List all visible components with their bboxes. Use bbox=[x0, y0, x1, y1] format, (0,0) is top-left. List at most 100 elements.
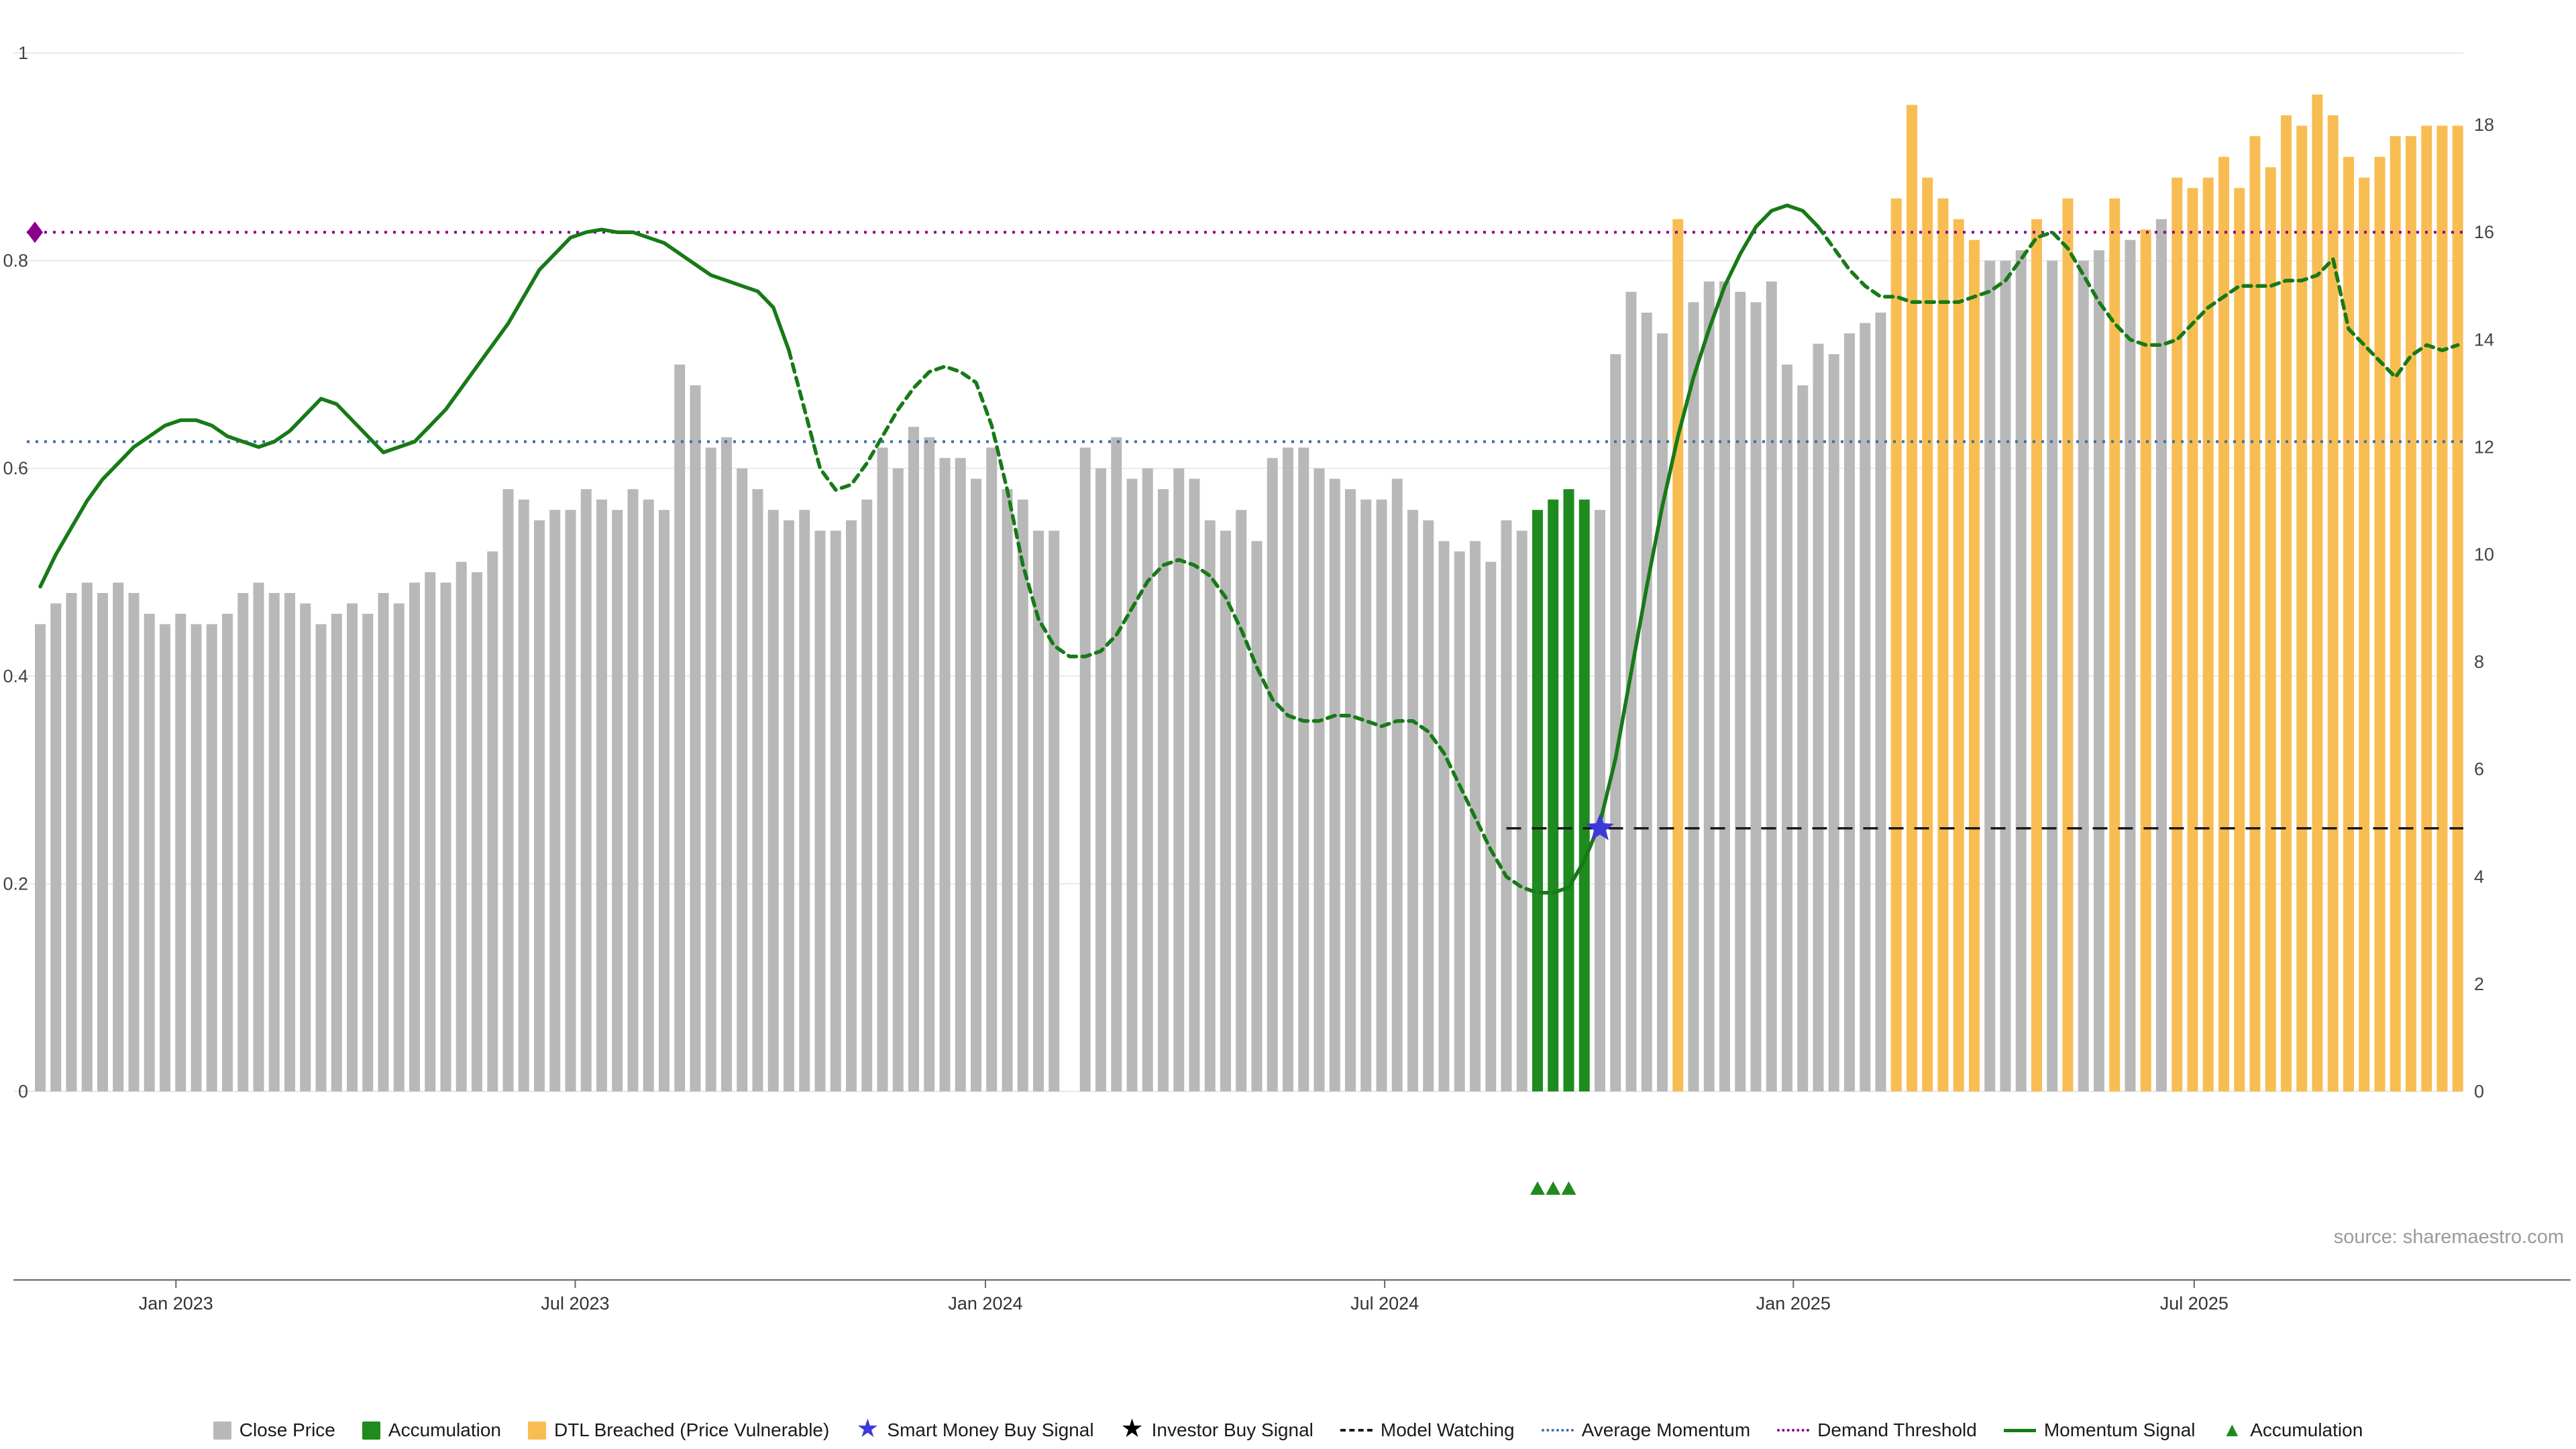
close-price-bar bbox=[1595, 510, 1605, 1091]
legend-item-model-watching: Model Watching bbox=[1340, 1419, 1515, 1441]
legend-item-close-price: Close Price bbox=[213, 1419, 335, 1441]
close-price-bar bbox=[191, 624, 202, 1091]
close-price-bar bbox=[2015, 250, 2027, 1091]
right-axis-tick-label: 16 bbox=[2474, 222, 2494, 242]
close-price-bar bbox=[674, 364, 686, 1091]
close-price-bar bbox=[2047, 260, 2058, 1092]
close-price-bar bbox=[2094, 250, 2104, 1091]
close-price-bar bbox=[705, 447, 716, 1091]
legend-label: Accumulation bbox=[2250, 1419, 2363, 1440]
dtl-breached-bar bbox=[2265, 167, 2276, 1091]
dtl-breached-bar bbox=[2062, 198, 2074, 1092]
close-price-bar bbox=[565, 510, 576, 1091]
right-axis-tick-label: 12 bbox=[2474, 437, 2494, 457]
close-price-bar bbox=[1454, 551, 1465, 1091]
close-price-bar bbox=[128, 592, 140, 1091]
close-price-bar bbox=[1329, 478, 1340, 1091]
close-price-bar bbox=[1002, 489, 1013, 1091]
x-axis-tick-label: Jul 2023 bbox=[541, 1293, 609, 1313]
close-price-bar bbox=[1641, 313, 1652, 1091]
legend-item-demand-threshold: Demand Threshold bbox=[1777, 1419, 1977, 1441]
accumulation-triangle-icon bbox=[1530, 1181, 1545, 1195]
right-axis-tick-label: 8 bbox=[2474, 652, 2484, 672]
close-price-bar bbox=[1079, 447, 1091, 1091]
close-price-bar bbox=[877, 447, 888, 1091]
investor-buy-signal-star-icon: ★ bbox=[1120, 1415, 1144, 1443]
legend-item-smart-money-buy-signal: ★ Smart Money Buy Signal bbox=[856, 1415, 1093, 1443]
dtl-breached-bar bbox=[2140, 229, 2151, 1091]
left-axis-tick-label: 0 bbox=[18, 1081, 28, 1102]
close-price-bar bbox=[814, 531, 826, 1091]
close-price-bar bbox=[2156, 219, 2167, 1092]
close-price-bar bbox=[596, 499, 607, 1091]
dtl-breached-bar bbox=[2171, 177, 2183, 1091]
dtl-breached-bar bbox=[1953, 219, 1964, 1092]
accumulation-marker-triangle-icon: ▲ bbox=[2222, 1419, 2243, 1441]
dtl-breached-swatch bbox=[527, 1421, 546, 1440]
dtl-breached-bar bbox=[2202, 177, 2214, 1091]
dtl-breached-bar bbox=[1937, 198, 1949, 1092]
legend-label: Momentum Signal bbox=[2043, 1419, 2196, 1440]
right-axis-tick-label: 6 bbox=[2474, 759, 2484, 780]
close-price-bar bbox=[284, 592, 295, 1091]
close-price-bar bbox=[455, 561, 467, 1091]
close-price-bar bbox=[409, 582, 420, 1091]
left-axis-tick-label: 0.2 bbox=[3, 873, 28, 894]
demand-threshold-line-swatch bbox=[1777, 1429, 1810, 1432]
close-price-bar bbox=[721, 437, 732, 1091]
close-price-bar bbox=[1298, 447, 1309, 1091]
dtl-breached-bar bbox=[2249, 136, 2261, 1092]
close-price-bar bbox=[160, 624, 170, 1091]
close-price-bar bbox=[440, 582, 451, 1091]
left-axis-tick-label: 0.4 bbox=[3, 666, 28, 686]
close-price-bar bbox=[1407, 510, 1418, 1091]
legend-item-accumulation-marker: ▲ Accumulation bbox=[2222, 1419, 2363, 1441]
close-price-bar bbox=[300, 603, 311, 1091]
close-price-bar bbox=[737, 468, 748, 1091]
dtl-breached-bar bbox=[2343, 156, 2354, 1091]
close-price-bar bbox=[892, 468, 904, 1091]
momentum-signal-line bbox=[38, 227, 791, 589]
right-axis-tick-label: 2 bbox=[2474, 974, 2484, 994]
close-price-bar bbox=[393, 603, 405, 1091]
close-price-bar bbox=[35, 624, 46, 1091]
close-price-bar bbox=[784, 520, 794, 1091]
close-price-bar bbox=[1173, 468, 1185, 1091]
close-price-bar bbox=[1313, 468, 1325, 1091]
close-price-bar bbox=[1283, 447, 1293, 1091]
close-price-bar bbox=[1516, 531, 1527, 1091]
close-price-bar bbox=[767, 510, 779, 1091]
accumulation-triangle-icon bbox=[1561, 1181, 1576, 1195]
right-axis-tick-label: 0 bbox=[2474, 1081, 2484, 1102]
close-price-bar bbox=[222, 613, 233, 1091]
close-price-bar bbox=[144, 613, 155, 1091]
legend-label: Average Momentum bbox=[1581, 1419, 1751, 1440]
legend-item-accumulation-bars: Accumulation bbox=[362, 1419, 501, 1441]
close-price-bar bbox=[253, 582, 264, 1091]
right-axis-tick-label: 18 bbox=[2474, 115, 2494, 135]
close-price-bar bbox=[1360, 499, 1372, 1091]
close-price-bar bbox=[2000, 260, 2011, 1092]
x-axis-tick-label: Jul 2024 bbox=[1350, 1293, 1419, 1313]
accumulation-bar bbox=[1578, 499, 1590, 1091]
demand-threshold-diamond-icon bbox=[27, 221, 43, 244]
dtl-breached-bar bbox=[1907, 105, 1917, 1091]
right-axis-tick-label: 14 bbox=[2474, 329, 2494, 350]
x-axis-tick-label: Jul 2025 bbox=[2160, 1293, 2229, 1313]
close-price-bar bbox=[799, 510, 810, 1091]
dtl-breached-bar bbox=[2406, 136, 2416, 1092]
smart-money-buy-signal-star-icon: ★ bbox=[856, 1415, 879, 1443]
left-axis-tick-label: 0.6 bbox=[3, 458, 28, 478]
left-axis-tick-label: 1 bbox=[18, 43, 28, 63]
close-price-bar bbox=[113, 582, 124, 1091]
close-price-bar bbox=[1142, 468, 1153, 1091]
legend-label: Close Price bbox=[239, 1419, 335, 1440]
close-price-bar bbox=[1236, 510, 1247, 1091]
close-price-bar bbox=[1828, 354, 1839, 1092]
close-price-swatch bbox=[213, 1421, 231, 1440]
close-price-bar bbox=[1719, 281, 1730, 1091]
close-price-bar bbox=[518, 499, 529, 1091]
close-price-bar bbox=[425, 572, 436, 1091]
close-price-bar bbox=[1797, 385, 1809, 1091]
